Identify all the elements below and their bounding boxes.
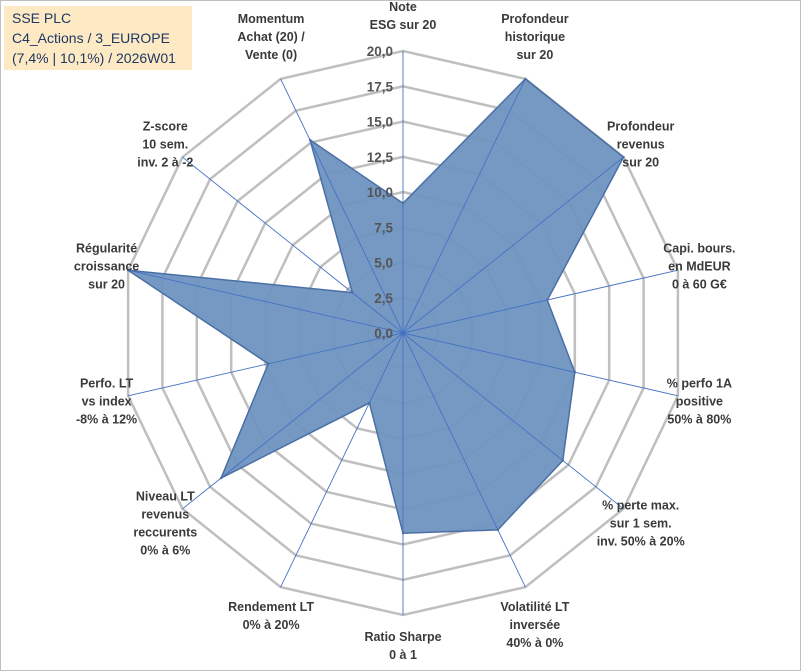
axis-label-line: Régularité bbox=[76, 241, 137, 255]
axis-label: Régularité croissance sur 20 bbox=[74, 241, 139, 291]
axis-spoke bbox=[402, 332, 624, 510]
axis-label-line: Profondeur bbox=[607, 120, 674, 134]
tick-label: 2,5 bbox=[374, 291, 393, 306]
axis-label-line: -8% à 12% bbox=[76, 413, 137, 427]
tick-label: 12,5 bbox=[367, 150, 394, 165]
data-point bbox=[267, 362, 270, 365]
axis-label-line: Volatilité LT bbox=[500, 600, 569, 614]
axis-label-line: revenus bbox=[141, 508, 189, 522]
data-point bbox=[561, 459, 564, 462]
axis-label-line: revenus bbox=[617, 138, 665, 152]
tick-label: 20,0 bbox=[367, 44, 393, 59]
axis-label-line: sur 20 bbox=[88, 277, 125, 291]
axis-label: Capi. bours. en MdEUR 0 à 60 G€ bbox=[663, 241, 735, 291]
tick-label: 10,0 bbox=[367, 185, 393, 200]
axis-label-line: Note bbox=[389, 0, 417, 14]
axis-label-line: 10 sem. bbox=[142, 138, 188, 152]
axis-label-line: 0 à 1 bbox=[389, 648, 417, 662]
data-point bbox=[308, 138, 312, 142]
axis-label: Ratio Sharpe 0 à 1 bbox=[364, 630, 441, 662]
axis-label: Profondeur historique sur 20 bbox=[501, 12, 568, 62]
axis-label-line: Z-score bbox=[143, 120, 188, 134]
axis-label-line: positive bbox=[676, 395, 723, 409]
axis-label-line: sur 20 bbox=[516, 48, 553, 62]
axis-label-line: Rendement LT bbox=[228, 600, 314, 614]
data-point bbox=[546, 298, 549, 302]
axis-spoke bbox=[402, 78, 526, 334]
axis-label-line: inv. 50% à 20% bbox=[597, 535, 685, 549]
chart-title-box: SSE PLC C4_Actions / 3_EUROPE (7,4% | 10… bbox=[4, 6, 192, 70]
axis-label-line: Profondeur bbox=[501, 12, 568, 26]
axis-label-line: inv. 2 à -2 bbox=[137, 156, 193, 170]
data-area bbox=[127, 77, 625, 534]
axis-label: Momentum Achat (20) / Vente (0) bbox=[237, 12, 305, 62]
axis-label-line: 0% à 6% bbox=[140, 544, 190, 558]
tick-label: 0,0 bbox=[374, 326, 393, 341]
axis-label-line: 50% à 80% bbox=[667, 413, 731, 427]
axis-label-line: Achat (20) / bbox=[237, 30, 305, 44]
data-point bbox=[573, 371, 576, 374]
axis-label-line: Vente (0) bbox=[245, 48, 297, 62]
axis-label-line: en MdEUR bbox=[668, 259, 731, 273]
title-company: SSE PLC bbox=[12, 10, 72, 26]
axis-spoke bbox=[127, 269, 404, 334]
axis-label-line: Niveau LT bbox=[136, 490, 195, 504]
axis-label-line: reccurents bbox=[133, 526, 197, 540]
axis-label: Perfo. LT vs index -8% à 12% bbox=[76, 377, 137, 427]
title-stats: (7,4% | 10,1%) / 2026W01 bbox=[12, 50, 176, 66]
axis-label-line: vs index bbox=[82, 395, 132, 409]
axis-label: Volatilité LT inversée 40% à 0% bbox=[500, 600, 569, 650]
axis-spoke bbox=[182, 156, 404, 334]
axis-label-line: 40% à 0% bbox=[506, 636, 563, 650]
axis-label-line: sur 1 sem. bbox=[610, 517, 672, 531]
data-point bbox=[496, 528, 499, 532]
data-point bbox=[368, 401, 371, 405]
axis-label: % perte max. sur 1 sem. inv. 50% à 20% bbox=[597, 499, 685, 549]
axis-spoke bbox=[127, 332, 404, 397]
data-point bbox=[524, 77, 527, 81]
axis-label-line: 0% à 20% bbox=[243, 618, 300, 632]
data-point bbox=[126, 269, 130, 272]
axis-label: Note ESG sur 20 bbox=[370, 0, 437, 32]
axis-label-line: % perte max. bbox=[602, 499, 679, 513]
axis-label: Z-score 10 sem. inv. 2 à -2 bbox=[137, 120, 193, 170]
axis-label-line: inversée bbox=[510, 618, 561, 632]
tick-label: 17,5 bbox=[367, 79, 394, 94]
axis-label-line: Perfo. LT bbox=[80, 377, 134, 391]
data-point bbox=[401, 532, 405, 535]
axis-label-line: 0 à 60 G€ bbox=[672, 277, 727, 291]
axis-label-line: croissance bbox=[74, 259, 139, 273]
axis-label-line: Capi. bours. bbox=[663, 241, 735, 255]
axis-label-line: % perfo 1A bbox=[667, 377, 732, 391]
axis-label-line: Ratio Sharpe bbox=[364, 630, 441, 644]
tick-label: 7,5 bbox=[374, 220, 393, 235]
axis-label-line: ESG sur 20 bbox=[370, 18, 437, 32]
axis-spoke bbox=[402, 156, 624, 334]
axis-spoke bbox=[402, 332, 679, 397]
tick-label: 5,0 bbox=[374, 256, 393, 271]
tick-label: 15,0 bbox=[367, 115, 393, 130]
axis-spoke bbox=[280, 332, 404, 588]
axis-spoke bbox=[402, 269, 679, 334]
axis-label: % perfo 1A positive 50% à 80% bbox=[667, 377, 732, 427]
data-point bbox=[401, 202, 405, 205]
data-point bbox=[219, 476, 223, 480]
axis-label: Profondeur revenus sur 20 bbox=[607, 120, 674, 170]
axis-label-line: Momentum bbox=[238, 12, 305, 26]
axis-label: Rendement LT 0% à 20% bbox=[228, 600, 314, 632]
data-point bbox=[351, 291, 354, 294]
axis-spoke bbox=[182, 332, 404, 510]
axis-spoke bbox=[402, 332, 526, 588]
axis-label-line: historique bbox=[505, 30, 565, 44]
axis-spoke bbox=[280, 78, 404, 334]
data-point bbox=[622, 156, 625, 159]
axis-label-line: sur 20 bbox=[622, 156, 659, 170]
axis-label: Niveau LT revenus reccurents 0% à 6% bbox=[133, 490, 197, 558]
title-category: C4_Actions / 3_EUROPE bbox=[12, 30, 170, 46]
